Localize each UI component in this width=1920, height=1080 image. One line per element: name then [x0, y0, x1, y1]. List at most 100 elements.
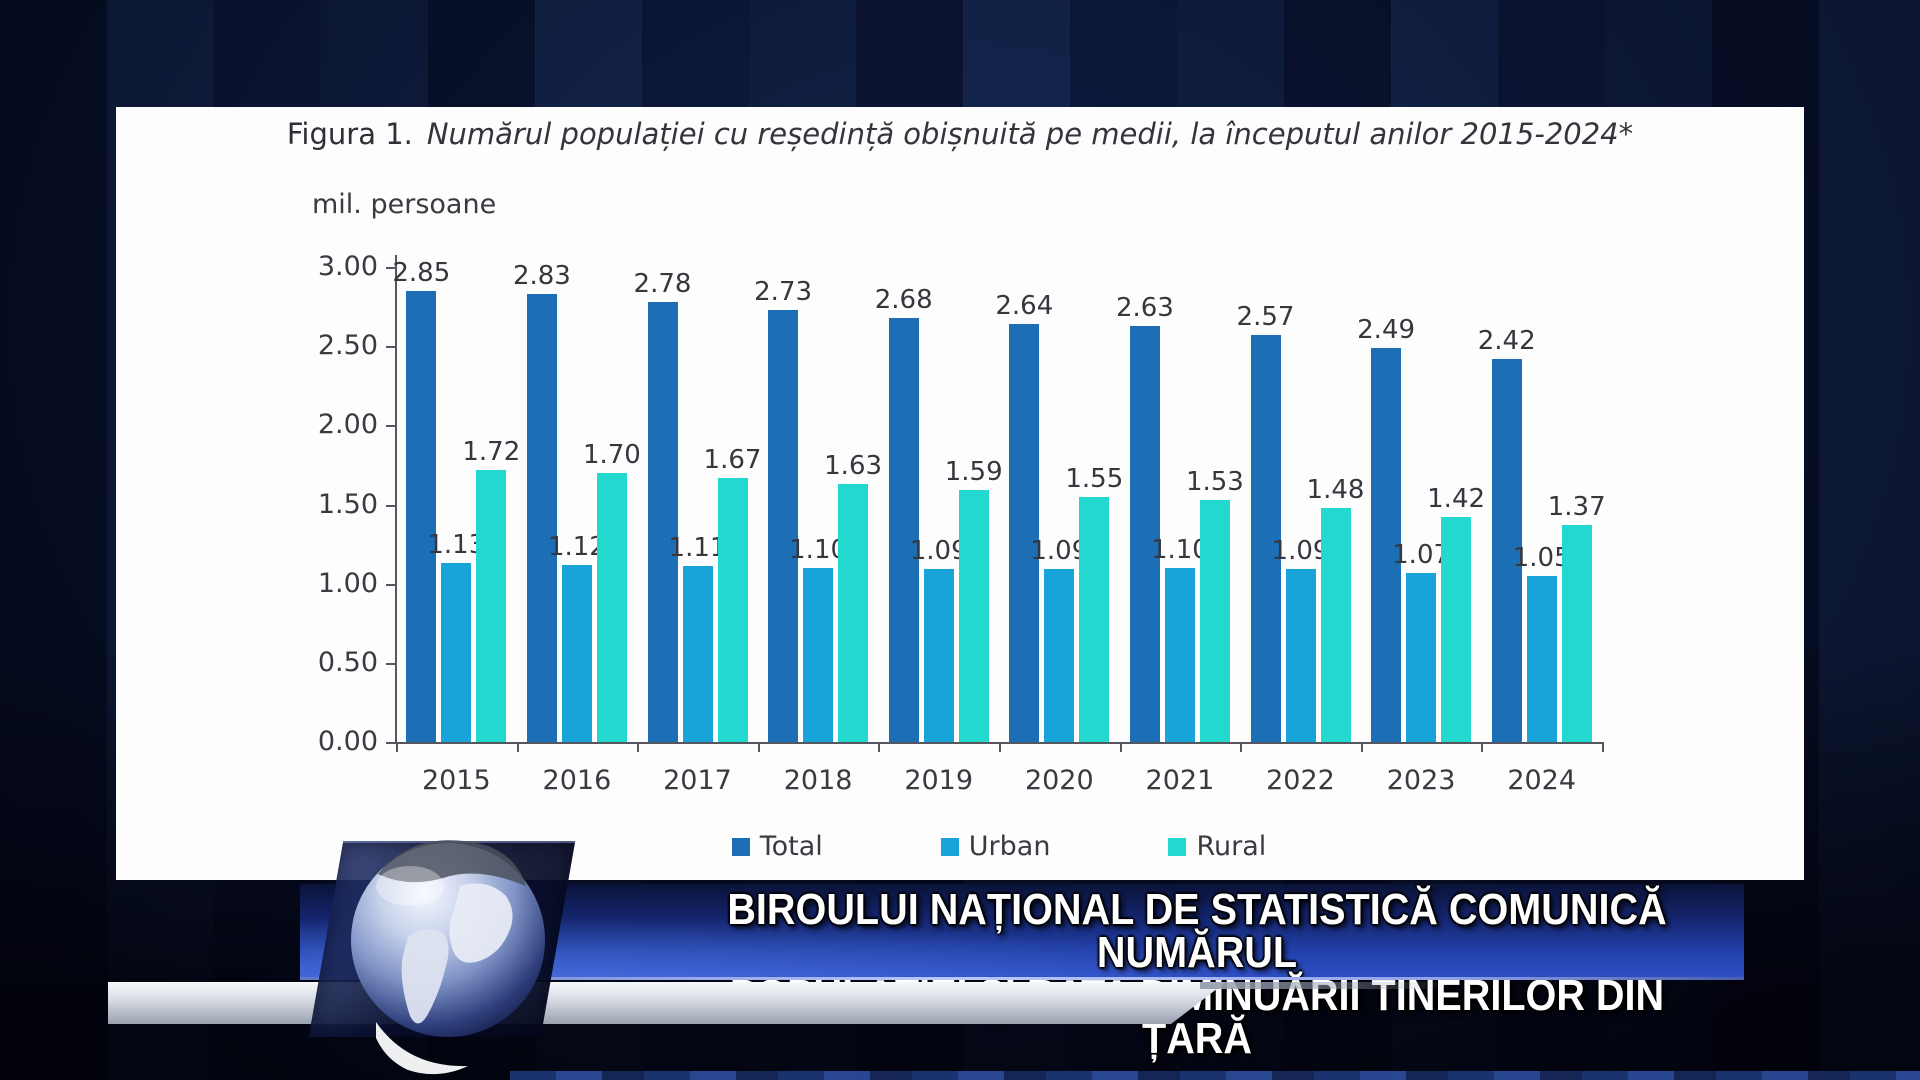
x-axis-tick — [757, 742, 760, 752]
bar-urban-2017 — [682, 566, 713, 742]
bar-rural-2022 — [1320, 507, 1351, 742]
x-axis-tick — [637, 742, 640, 752]
figure-label: Figura 1. — [286, 117, 413, 151]
bottom-ticker-strip — [510, 1071, 1920, 1080]
y-axis-tick-label: 0.50 — [317, 646, 378, 678]
x-axis-category-label: 2022 — [1266, 765, 1335, 796]
bar-rural-2017 — [717, 477, 748, 742]
bar-value-label: 1.07 — [1392, 539, 1451, 570]
bar-value-label: 1.11 — [668, 533, 727, 564]
y-axis-tick-label: 0.00 — [317, 726, 378, 757]
x-axis-category-label: 2018 — [783, 765, 853, 796]
lower-third-strap — [108, 982, 1226, 1024]
y-axis-unit-label: mil. persoane — [312, 189, 497, 220]
y-axis-line — [395, 255, 397, 743]
x-axis-category-label: 2020 — [1024, 765, 1094, 796]
y-axis-tick-label: 3.00 — [317, 251, 378, 282]
legend-item-urban: Urban — [940, 831, 1051, 862]
figure-title-row: Figura 1. Numărul populației cu reședință… — [116, 117, 1804, 151]
bar-urban-2016 — [561, 564, 592, 742]
figure-title: Numărul populației cu reședință obișnuit… — [426, 117, 1634, 151]
x-axis-tick — [1360, 742, 1363, 752]
bar-rural-2020 — [1079, 496, 1110, 742]
x-axis-tick — [878, 742, 881, 752]
x-axis-category-label: 2017 — [663, 765, 732, 796]
bar-value-label: 2.57 — [1236, 302, 1295, 333]
bar-urban-2023 — [1406, 572, 1437, 742]
bar-total-2023 — [1371, 347, 1402, 742]
bar-value-label: 2.85 — [392, 257, 451, 288]
bar-value-label: 2.63 — [1115, 292, 1174, 323]
bar-total-2020 — [1009, 324, 1040, 742]
bar-total-2016 — [526, 293, 557, 742]
legend-swatch-total — [731, 837, 750, 856]
legend-swatch-urban — [940, 837, 959, 856]
bar-value-label: 1.55 — [1065, 463, 1124, 494]
bar-rural-2021 — [1199, 499, 1230, 742]
bar-value-label: 2.42 — [1477, 325, 1536, 356]
globe-highlight — [376, 866, 444, 906]
x-axis-category-label: 2021 — [1145, 765, 1215, 796]
bar-value-label: 1.59 — [944, 457, 1003, 488]
bar-value-label: 1.10 — [789, 534, 848, 565]
bar-total-2021 — [1129, 325, 1160, 742]
y-axis-tick — [386, 583, 396, 586]
x-axis-category-label: 2015 — [421, 765, 491, 796]
globe-landmass-top — [378, 840, 526, 886]
x-axis-tick — [1240, 742, 1243, 752]
bar-urban-2021 — [1164, 567, 1195, 742]
bar-total-2022 — [1250, 335, 1281, 742]
bar-value-label: 1.12 — [547, 531, 606, 562]
bar-rural-2023 — [1441, 517, 1472, 742]
bar-rural-2019 — [958, 490, 989, 742]
bar-value-label: 1.48 — [1306, 474, 1365, 505]
y-axis-tick-label: 2.50 — [317, 330, 378, 362]
legend-label-total: Total — [759, 831, 823, 862]
bar-value-label: 1.70 — [582, 439, 641, 470]
bar-value-label: 2.83 — [512, 260, 571, 291]
headline-line-1: BIROULUI NAȚIONAL DE STATISTICĂ COMUNICĂ… — [727, 885, 1667, 977]
x-axis-tick — [516, 742, 519, 752]
bar-value-label: 1.72 — [462, 436, 521, 467]
lower-third-strap-line — [1200, 982, 1455, 989]
bar-value-label: 1.10 — [1150, 534, 1209, 565]
bar-value-label: 1.42 — [1427, 484, 1486, 515]
x-axis-category-label: 2023 — [1386, 765, 1456, 796]
bar-total-2019 — [888, 317, 919, 742]
y-axis-tick-label: 1.50 — [317, 488, 378, 520]
bar-total-2018 — [768, 309, 799, 742]
globe-swoosh — [376, 1022, 468, 1075]
bar-urban-2018 — [803, 567, 834, 742]
bar-value-label: 1.53 — [1185, 466, 1244, 497]
y-axis-tick — [386, 742, 396, 744]
bar-urban-2019 — [923, 569, 954, 742]
y-axis-tick — [386, 346, 396, 349]
bar-value-label: 2.49 — [1357, 314, 1416, 345]
globe-icon — [351, 840, 545, 1075]
bar-rural-2016 — [596, 472, 627, 742]
bar-urban-2024 — [1526, 575, 1557, 742]
bar-rural-2024 — [1561, 525, 1592, 742]
globe-landmass-europe — [449, 883, 513, 963]
bar-urban-2020 — [1044, 569, 1075, 742]
y-axis-tick — [386, 425, 396, 428]
x-axis-tick — [396, 742, 398, 752]
legend-item-total: Total — [731, 831, 823, 862]
bar-total-2015 — [406, 290, 437, 742]
bar-value-label: 2.73 — [754, 276, 813, 307]
chart-legend: Total Urban Rural — [396, 831, 1602, 862]
bar-total-2017 — [647, 301, 678, 742]
legend-label-rural: Rural — [1196, 831, 1267, 862]
bar-value-label: 1.67 — [703, 444, 762, 475]
x-axis-category-label: 2019 — [904, 765, 974, 796]
bar-total-2024 — [1491, 358, 1522, 742]
y-axis-tick — [386, 504, 396, 507]
legend-label-urban: Urban — [968, 831, 1051, 862]
bar-value-label: 1.05 — [1512, 542, 1571, 573]
y-axis-tick — [386, 662, 396, 665]
legend-swatch-rural — [1168, 837, 1187, 856]
x-axis-tick — [999, 742, 1001, 752]
bar-rural-2015 — [476, 469, 507, 742]
y-axis-tick — [386, 267, 396, 269]
